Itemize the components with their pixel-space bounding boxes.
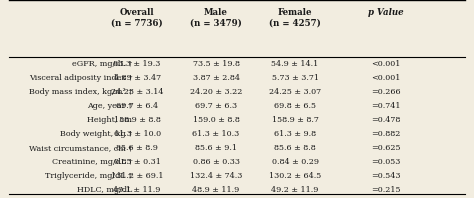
Text: 69.7 ± 6.4: 69.7 ± 6.4 [116, 102, 158, 110]
Text: Height, cm: Height, cm [88, 116, 132, 124]
Text: 0.85 ± 0.31: 0.85 ± 0.31 [114, 158, 161, 166]
Text: 73.5 ± 19.8: 73.5 ± 19.8 [192, 60, 239, 68]
Text: 48.9 ± 11.9: 48.9 ± 11.9 [192, 186, 240, 194]
Text: 131.2 ± 69.1: 131.2 ± 69.1 [111, 172, 164, 180]
Text: =0.543: =0.543 [371, 172, 401, 180]
Text: Visceral adiposity index †: Visceral adiposity index † [29, 74, 132, 82]
Text: 85.6 ± 8.9: 85.6 ± 8.9 [116, 144, 158, 152]
Text: Male
(n = 3479): Male (n = 3479) [190, 8, 242, 27]
Text: 158.9 ± 8.8: 158.9 ± 8.8 [114, 116, 161, 124]
Text: 61.3 ± 9.8: 61.3 ± 9.8 [274, 130, 316, 138]
Text: <0.001: <0.001 [371, 60, 401, 68]
Text: 158.9 ± 8.7: 158.9 ± 8.7 [272, 116, 319, 124]
Text: 0.84 ± 0.29: 0.84 ± 0.29 [272, 158, 319, 166]
Text: Triglyceride, mg/dL †: Triglyceride, mg/dL † [46, 172, 132, 180]
Text: 54.9 ± 14.1: 54.9 ± 14.1 [272, 60, 319, 68]
Text: p Value: p Value [368, 8, 403, 17]
Text: 85.6 ± 8.8: 85.6 ± 8.8 [274, 144, 316, 152]
Text: 63.3 ± 19.3: 63.3 ± 19.3 [113, 60, 161, 68]
Text: 24.25 ± 3.07: 24.25 ± 3.07 [269, 88, 321, 96]
Text: =0.266: =0.266 [371, 88, 401, 96]
Text: =0.625: =0.625 [371, 144, 401, 152]
Text: 3.87 ± 2.84: 3.87 ± 2.84 [192, 74, 239, 82]
Text: 159.0 ± 8.8: 159.0 ± 8.8 [192, 116, 239, 124]
Text: <0.001: <0.001 [371, 74, 401, 82]
Text: eGFR, mg/dL †: eGFR, mg/dL † [72, 60, 132, 68]
Text: 49.1 ± 11.9: 49.1 ± 11.9 [113, 186, 161, 194]
Text: Body weight, kg †: Body weight, kg † [60, 130, 132, 138]
Text: 130.2 ± 64.5: 130.2 ± 64.5 [269, 172, 321, 180]
Text: =0.741: =0.741 [371, 102, 401, 110]
Text: Overall
(n = 7736): Overall (n = 7736) [111, 8, 163, 27]
Text: 24.20 ± 3.22: 24.20 ± 3.22 [190, 88, 242, 96]
Text: 132.4 ± 74.3: 132.4 ± 74.3 [190, 172, 242, 180]
Text: 69.8 ± 6.5: 69.8 ± 6.5 [274, 102, 316, 110]
Text: =0.053: =0.053 [371, 158, 401, 166]
Text: 61.3 ± 10.3: 61.3 ± 10.3 [192, 130, 240, 138]
Text: =0.882: =0.882 [371, 130, 401, 138]
Text: 4.89 ± 3.47: 4.89 ± 3.47 [114, 74, 161, 82]
Text: Creatinine, mg/dL †: Creatinine, mg/dL † [52, 158, 132, 166]
Text: 0.86 ± 0.33: 0.86 ± 0.33 [192, 158, 239, 166]
Text: Waist circumstance, cm †: Waist circumstance, cm † [29, 144, 132, 152]
Text: =0.478: =0.478 [371, 116, 401, 124]
Text: 85.6 ± 9.1: 85.6 ± 9.1 [195, 144, 237, 152]
Text: Age, year †: Age, year † [87, 102, 132, 110]
Text: 5.73 ± 3.71: 5.73 ± 3.71 [272, 74, 319, 82]
Text: HDLC, mg/dL: HDLC, mg/dL [77, 186, 132, 194]
Text: 69.7 ± 6.3: 69.7 ± 6.3 [195, 102, 237, 110]
Text: Female
(n = 4257): Female (n = 4257) [269, 8, 321, 27]
Text: Body mass index, kg/m² †: Body mass index, kg/m² † [29, 88, 132, 96]
Text: 61.3 ± 10.0: 61.3 ± 10.0 [114, 130, 161, 138]
Text: 24.23 ± 3.14: 24.23 ± 3.14 [111, 88, 164, 96]
Text: =0.215: =0.215 [371, 186, 401, 194]
Text: 49.2 ± 11.9: 49.2 ± 11.9 [272, 186, 319, 194]
